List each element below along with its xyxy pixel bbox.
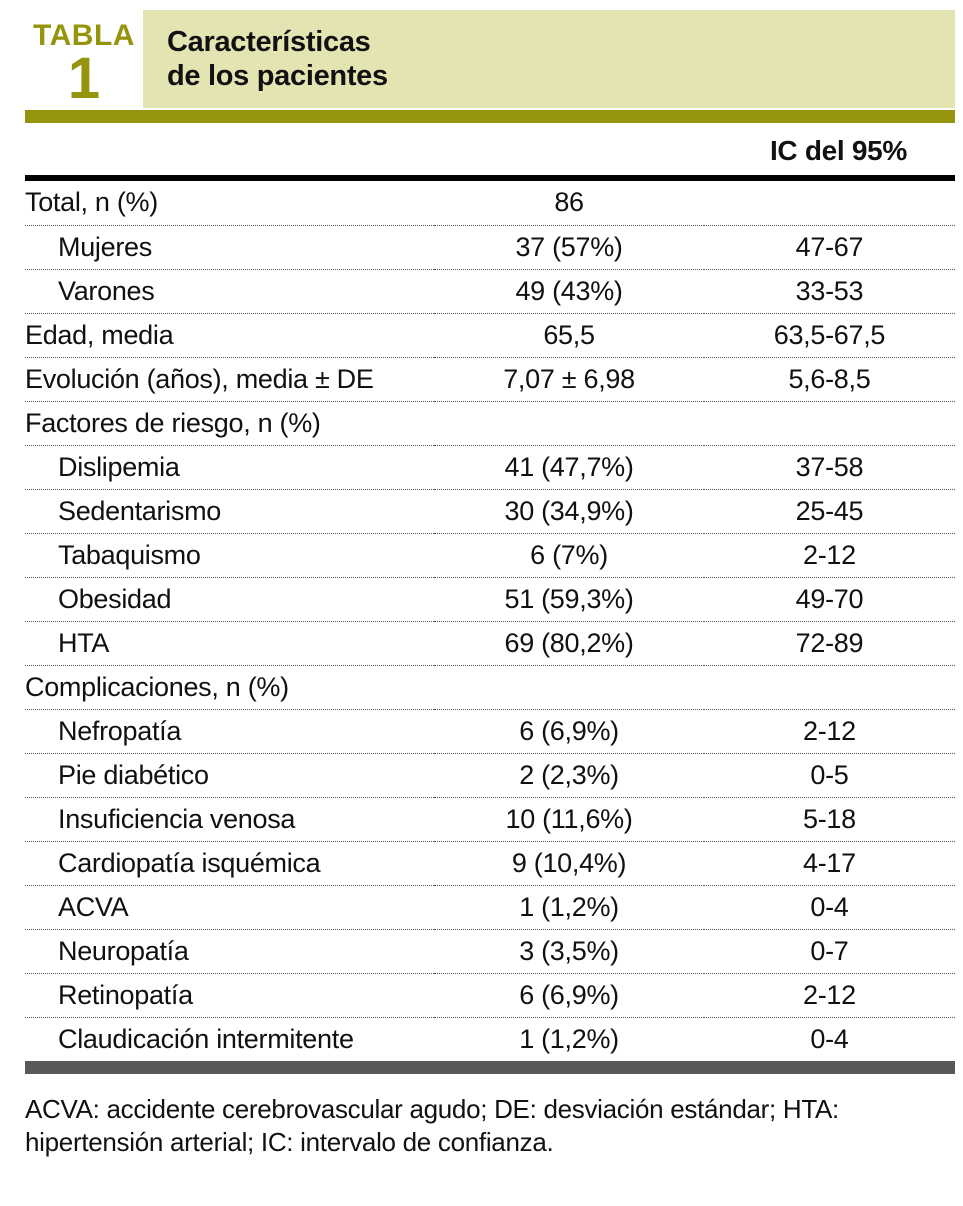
patients-table-body: Total, n (%) 86 Mujeres 37 (57%) 47-67 V… xyxy=(25,181,955,1061)
table-top-rule xyxy=(25,175,955,181)
table-row: Evolución (años), media ± DE 7,07 ± 6,98… xyxy=(25,357,955,401)
table-row: Mujeres 37 (57%) 47-67 xyxy=(25,225,955,269)
row-ci: 2-12 xyxy=(803,539,856,570)
row-value: 30 (34,9%) xyxy=(504,495,634,526)
row-ci: 0-4 xyxy=(810,891,849,922)
row-label: Nefropatía xyxy=(58,715,182,746)
row-value: 51 (59,3%) xyxy=(504,583,634,614)
table-row: HTA 69 (80,2%) 72-89 xyxy=(25,621,955,665)
table-title-line2: de los pacientes xyxy=(167,60,388,92)
row-label: Total, n (%) xyxy=(25,187,158,218)
row-label: Tabaquismo xyxy=(58,539,201,570)
row-label: Dislipemia xyxy=(58,451,180,482)
row-label: Retinopatía xyxy=(58,979,193,1010)
row-value: 6 (6,9%) xyxy=(519,979,619,1010)
table-footnote: ACVA: accidente cerebrovascular agudo; D… xyxy=(25,1094,839,1157)
row-value: 3 (3,5%) xyxy=(519,935,619,966)
row-value: 37 (57%) xyxy=(515,231,623,262)
row-value: 7,07 ± 6,98 xyxy=(503,363,635,394)
table-figure: TABLA 1 Características de los pacientes… xyxy=(25,10,955,1157)
table-row: Obesidad 51 (59,3%) 49-70 xyxy=(25,577,955,621)
row-label: Insuficiencia venosa xyxy=(58,803,296,834)
row-value: 6 (7%) xyxy=(530,539,608,570)
row-ci: 0-5 xyxy=(810,759,849,790)
olive-divider-bar xyxy=(25,110,955,123)
row-ci: 2-12 xyxy=(803,979,856,1010)
row-label: Sedentarismo xyxy=(58,495,221,526)
row-ci: 72-89 xyxy=(795,627,864,658)
row-label: Mujeres xyxy=(58,231,152,262)
table-row: Total, n (%) 86 xyxy=(25,181,955,225)
row-value xyxy=(434,401,704,445)
row-label: Edad, media xyxy=(25,319,174,350)
row-ci: 4-17 xyxy=(803,847,856,878)
row-ci: 0-4 xyxy=(810,1023,849,1054)
row-label: Pie diabético xyxy=(58,759,209,790)
table-bottom-bar xyxy=(25,1061,955,1074)
table-row: Insuficiencia venosa 10 (11,6%) 5-18 xyxy=(25,797,955,841)
table-row: Sedentarismo 30 (34,9%) 25-45 xyxy=(25,489,955,533)
row-ci xyxy=(704,401,955,445)
row-value: 9 (10,4%) xyxy=(511,847,627,878)
table-row: Pie diabético 2 (2,3%) 0-5 xyxy=(25,753,955,797)
row-label: Varones xyxy=(58,275,155,306)
row-value: 1 (1,2%) xyxy=(519,891,619,922)
table-row: Neuropatía 3 (3,5%) 0-7 xyxy=(25,929,955,973)
row-ci: 5-18 xyxy=(803,803,856,834)
row-value: 41 (47,7%) xyxy=(504,451,634,482)
row-ci: 0-7 xyxy=(810,935,849,966)
row-value: 2 (2,3%) xyxy=(519,759,619,790)
row-value xyxy=(434,665,704,709)
table-row: Edad, media 65,5 63,5-67,5 xyxy=(25,313,955,357)
table-row: Factores de riesgo, n (%) xyxy=(25,401,955,445)
table-row: Claudicación intermitente 1 (1,2%) 0-4 xyxy=(25,1017,955,1061)
row-ci: 33-53 xyxy=(795,275,864,306)
row-value: 1 (1,2%) xyxy=(519,1023,619,1054)
row-ci xyxy=(704,665,955,709)
table-row: Nefropatía 6 (6,9%) 2-12 xyxy=(25,709,955,753)
row-label: Neuropatía xyxy=(58,935,189,966)
row-ci xyxy=(704,181,955,225)
table-row: Retinopatía 6 (6,9%) 2-12 xyxy=(25,973,955,1017)
patients-table: Total, n (%) 86 Mujeres 37 (57%) 47-67 V… xyxy=(25,181,955,1061)
table-title-box: Características de los pacientes xyxy=(143,10,955,108)
row-label: Evolución (años), media ± DE xyxy=(25,363,374,394)
row-ci: 37-58 xyxy=(795,451,864,482)
table-row: Dislipemia 41 (47,7%) 37-58 xyxy=(25,445,955,489)
table-row: ACVA 1 (1,2%) 0-4 xyxy=(25,885,955,929)
row-value: 86 xyxy=(554,187,584,218)
table-number: 1 xyxy=(67,46,101,111)
row-value: 10 (11,6%) xyxy=(505,803,633,834)
row-ci: 49-70 xyxy=(795,583,864,614)
table-kicker: TABLA 1 xyxy=(25,10,143,108)
row-label: Cardiopatía isquémica xyxy=(58,847,321,878)
row-ci: 63,5-67,5 xyxy=(773,319,886,350)
row-label: Obesidad xyxy=(58,583,172,614)
table-header-band: TABLA 1 Características de los pacientes xyxy=(25,10,955,108)
row-ci: 5,6-8,5 xyxy=(788,363,871,394)
row-value: 65,5 xyxy=(543,319,595,350)
table-row: Varones 49 (43%) 33-53 xyxy=(25,269,955,313)
table-title-line1: Características xyxy=(167,26,371,58)
row-ci: 25-45 xyxy=(795,495,864,526)
table-row: Tabaquismo 6 (7%) 2-12 xyxy=(25,533,955,577)
row-value: 49 (43%) xyxy=(515,275,623,306)
row-value: 6 (6,9%) xyxy=(519,715,619,746)
row-value: 69 (80,2%) xyxy=(504,627,634,658)
ci-column-header: IC del 95% xyxy=(769,135,907,166)
row-ci: 2-12 xyxy=(803,715,856,746)
table-row: Cardiopatía isquémica 9 (10,4%) 4-17 xyxy=(25,841,955,885)
row-label: ACVA xyxy=(58,891,129,922)
table-kicker-label: TABLA xyxy=(33,19,135,52)
row-label: Factores de riesgo, n (%) xyxy=(25,407,321,438)
row-label: Complicaciones, n (%) xyxy=(25,671,289,702)
row-label: Claudicación intermitente xyxy=(58,1023,354,1054)
table-row: Complicaciones, n (%) xyxy=(25,665,955,709)
row-label: HTA xyxy=(58,627,110,658)
row-ci: 47-67 xyxy=(795,231,864,262)
